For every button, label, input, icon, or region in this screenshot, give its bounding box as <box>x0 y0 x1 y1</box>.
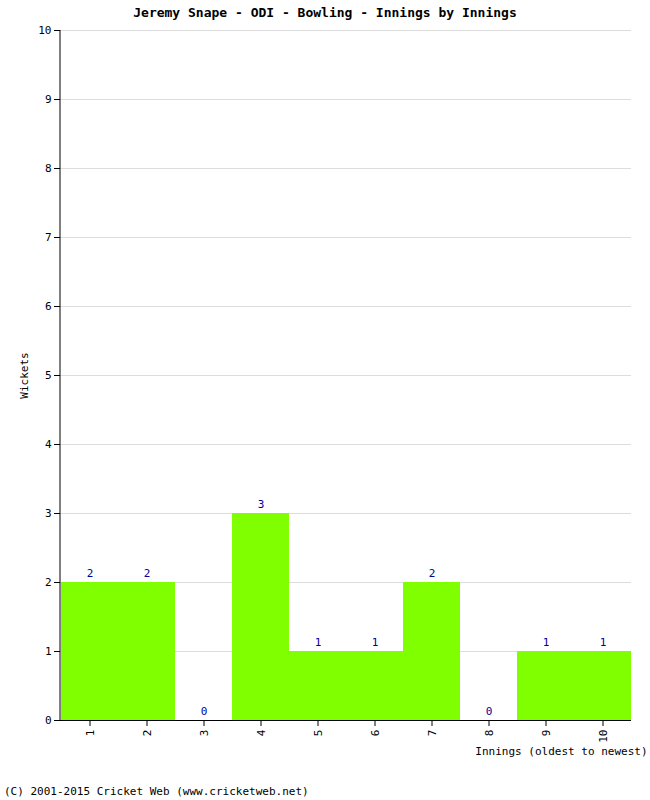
svg-text:Wickets: Wickets <box>18 352 31 398</box>
svg-text:2: 2 <box>144 567 151 580</box>
svg-text:2: 2 <box>141 730 154 737</box>
svg-text:10: 10 <box>38 24 51 37</box>
svg-text:3: 3 <box>258 498 265 511</box>
svg-text:(C) 2001-2015 Cricket Web (www: (C) 2001-2015 Cricket Web (www.cricketwe… <box>4 785 309 798</box>
svg-text:1: 1 <box>600 636 607 649</box>
svg-text:7: 7 <box>426 730 439 737</box>
svg-text:1: 1 <box>84 730 97 737</box>
svg-text:Innings (oldest to newest): Innings (oldest to newest) <box>475 745 647 758</box>
svg-text:4: 4 <box>45 438 52 451</box>
svg-text:0: 0 <box>201 705 208 718</box>
svg-text:5: 5 <box>312 730 325 737</box>
svg-text:1: 1 <box>543 636 550 649</box>
svg-text:0: 0 <box>486 705 493 718</box>
svg-text:6: 6 <box>369 730 382 737</box>
svg-text:6: 6 <box>45 300 52 313</box>
svg-text:0: 0 <box>45 714 52 727</box>
svg-text:8: 8 <box>45 162 52 175</box>
svg-text:1: 1 <box>372 636 379 649</box>
svg-text:3: 3 <box>45 507 52 520</box>
svg-text:1: 1 <box>315 636 322 649</box>
svg-text:4: 4 <box>255 729 268 736</box>
svg-text:2: 2 <box>87 567 94 580</box>
svg-text:5: 5 <box>45 369 52 382</box>
svg-text:9: 9 <box>45 93 52 106</box>
svg-text:Jeremy Snape - ODI - Bowling -: Jeremy Snape - ODI - Bowling - Innings b… <box>133 5 517 20</box>
svg-text:8: 8 <box>483 730 496 737</box>
svg-text:1: 1 <box>45 645 52 658</box>
svg-text:2: 2 <box>429 567 436 580</box>
svg-text:2: 2 <box>45 576 52 589</box>
svg-text:3: 3 <box>198 730 211 737</box>
svg-text:7: 7 <box>45 231 52 244</box>
svg-text:10: 10 <box>597 730 610 743</box>
svg-text:9: 9 <box>540 730 553 737</box>
